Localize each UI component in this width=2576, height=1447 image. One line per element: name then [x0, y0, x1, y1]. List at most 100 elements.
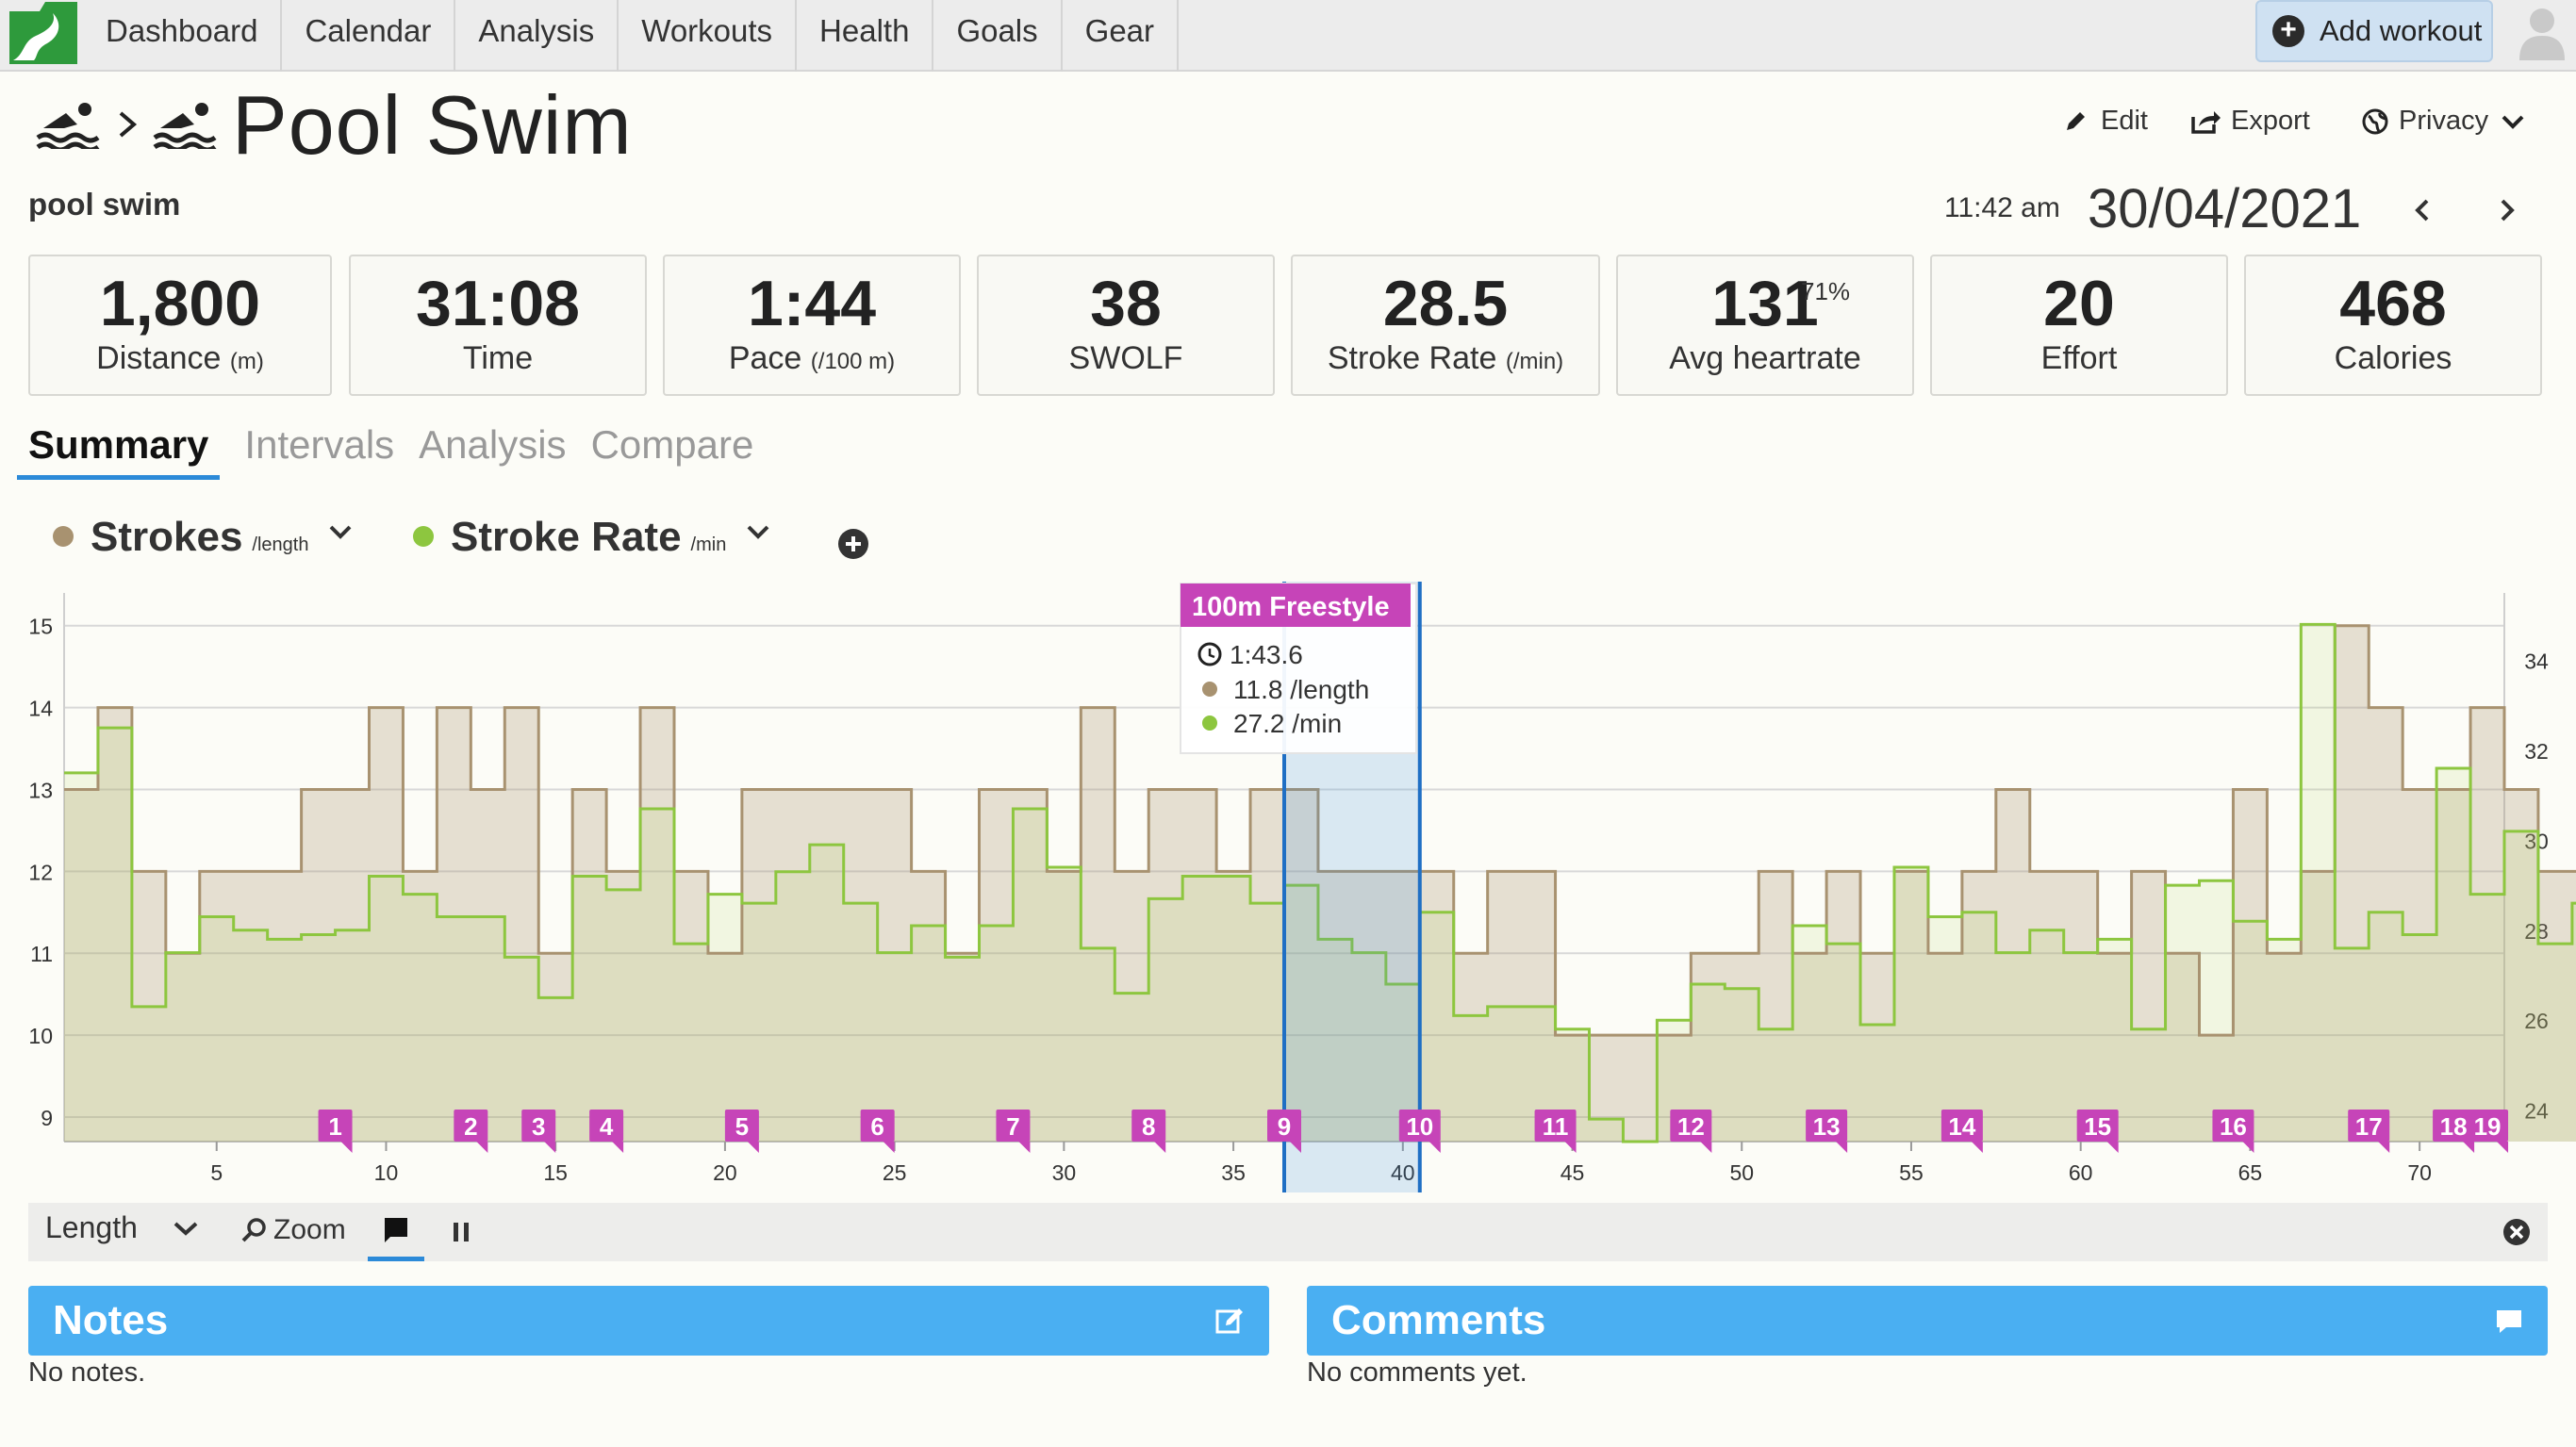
lap-marker-label: 13	[1813, 1112, 1841, 1141]
x-axis-select[interactable]: Length	[45, 1210, 200, 1245]
pause-icon[interactable]	[449, 1220, 473, 1244]
lap-marker-18	[2433, 1110, 2475, 1142]
lap-marker-tail	[2242, 1142, 2254, 1153]
previous-workout-button[interactable]	[2399, 187, 2446, 234]
y-left-tick-label: 9	[41, 1106, 53, 1130]
pencil-icon	[2067, 111, 2085, 130]
tab-analysis[interactable]: Analysis	[419, 422, 567, 467]
lap-marker-label: 17	[2355, 1112, 2383, 1141]
stat-pace: 1:44 Pace (/100 m)	[663, 255, 961, 396]
workout-date[interactable]: 30/04/2021	[2088, 178, 2362, 239]
y-right-tick-label: 28	[2524, 919, 2549, 944]
export-icon	[2191, 110, 2221, 134]
tooltip-strokes-dot	[1202, 682, 1217, 697]
lap-marker-tail	[612, 1142, 624, 1153]
stat-effort: 20 Effort	[1930, 255, 2228, 396]
chevron-down-icon	[747, 525, 769, 539]
lap-marker-label: 8	[1142, 1112, 1155, 1141]
page-title: Pool Swim	[232, 78, 633, 172]
nav-dashboard[interactable]: Dashboard	[81, 0, 283, 72]
nav-workouts[interactable]: Workouts	[619, 0, 798, 72]
privacy-dropdown[interactable]: Privacy	[2361, 106, 2526, 137]
close-icon[interactable]	[2502, 1218, 2531, 1246]
x-tick-label: 20	[713, 1160, 737, 1185]
stat-label: Calories	[2334, 340, 2452, 376]
edit-note-icon[interactable]	[1214, 1305, 1247, 1337]
lap-marker-label: 9	[1278, 1112, 1291, 1141]
clock-icon	[1197, 642, 1222, 666]
stat-value: 1,800	[99, 268, 261, 339]
metric-stroke-rate-selector[interactable]: Stroke Rate /min	[413, 514, 771, 561]
breadcrumb	[36, 100, 219, 149]
y-left-tick-label: 11	[30, 942, 53, 966]
comment-icon[interactable]	[2493, 1305, 2525, 1337]
plus-circle-icon: +	[2272, 15, 2304, 47]
lap-marker-8	[1131, 1110, 1166, 1142]
comments-text: No comments yet.	[1307, 1357, 1527, 1388]
nav-health[interactable]: Health	[797, 0, 934, 72]
lap-marker-label: 10	[1406, 1112, 1433, 1141]
avatar[interactable]	[2516, 4, 2568, 60]
lap-marker-label: 12	[1677, 1112, 1705, 1141]
export-button[interactable]: Export	[2189, 106, 2310, 137]
add-workout-label: Add workout	[2320, 14, 2483, 47]
privacy-label: Privacy	[2399, 106, 2489, 136]
stroke-rate-line	[64, 622, 2576, 1143]
stat-label: Stroke Rate (/min)	[1327, 340, 1564, 376]
app-logo[interactable]	[8, 2, 77, 64]
x-tick-label: 55	[1899, 1160, 1924, 1185]
nav-gear[interactable]: Gear	[1063, 0, 1180, 72]
zoom-button[interactable]: Zoom	[239, 1214, 346, 1246]
stat-label: Distance (m)	[96, 340, 264, 376]
add-metric-button[interactable]	[837, 528, 869, 560]
tooltip-stroke-rate-dot	[1202, 715, 1217, 731]
stat-calories: 468 Calories	[2244, 255, 2542, 396]
lap-marker-tail	[883, 1142, 895, 1153]
chart-toolbar: Length Zoom	[28, 1203, 2548, 1261]
workout-tabs: Summary Intervals Analysis Compare	[17, 422, 778, 480]
metric-unit: /length	[252, 534, 309, 555]
stat-time: 31:08 Time	[349, 255, 647, 396]
edit-button[interactable]: Edit	[2061, 106, 2148, 137]
x-tick-label: 70	[2407, 1160, 2432, 1185]
x-tick-label: 10	[374, 1160, 399, 1185]
stat-value: 38	[1090, 268, 1162, 339]
lap-marker-tail	[1428, 1142, 1441, 1153]
tab-intervals[interactable]: Intervals	[244, 422, 395, 467]
chevron-down-icon	[330, 525, 352, 539]
x-tick-label: 65	[2238, 1160, 2263, 1185]
lap-marker-10	[1398, 1110, 1441, 1142]
swim-icon[interactable]	[36, 100, 102, 149]
swim-icon	[153, 103, 217, 149]
lap-marker-tail	[1836, 1142, 1848, 1153]
notes-header: Notes	[28, 1286, 1269, 1356]
chevron-down-icon	[173, 1222, 198, 1236]
chevron-down-icon	[2502, 115, 2524, 129]
nav-goals[interactable]: Goals	[933, 0, 1063, 72]
x-tick-label: 60	[2069, 1160, 2093, 1185]
stat-label: Pace (/100 m)	[728, 340, 896, 376]
tab-summary[interactable]: Summary	[17, 422, 221, 480]
stat-distance: 1,800 Distance (m)	[28, 255, 332, 396]
x-tick-label: 45	[1560, 1160, 1585, 1185]
stat-swolf: 38 SWOLF	[977, 255, 1275, 396]
x-tick-label: 40	[1391, 1160, 1415, 1185]
add-workout-button[interactable]: + Add workout	[2255, 0, 2493, 62]
tooltip-strokes: 11.8 /length	[1233, 675, 1369, 704]
y-right-tick-label: 24	[2524, 1099, 2549, 1124]
stroke-rate-legend-dot	[413, 526, 434, 547]
metric-strokes-selector[interactable]: Strokes /length	[53, 514, 354, 561]
lap-markers-toggle[interactable]	[368, 1203, 424, 1261]
next-workout-button[interactable]	[2484, 187, 2531, 234]
lap-marker-15	[2076, 1110, 2119, 1142]
nav-analysis[interactable]: Analysis	[455, 0, 619, 72]
metric-unit: /min	[690, 534, 727, 555]
lap-marker-tail	[1971, 1142, 1983, 1153]
nav-calendar[interactable]: Calendar	[282, 0, 456, 72]
tab-compare[interactable]: Compare	[590, 422, 754, 467]
stat-label: Time	[462, 340, 534, 376]
main-menu: Dashboard Calendar Analysis Workouts Hea…	[81, 0, 1180, 72]
y-right-tick-label: 34	[2524, 650, 2549, 674]
y-left-tick-label: 15	[28, 615, 53, 639]
